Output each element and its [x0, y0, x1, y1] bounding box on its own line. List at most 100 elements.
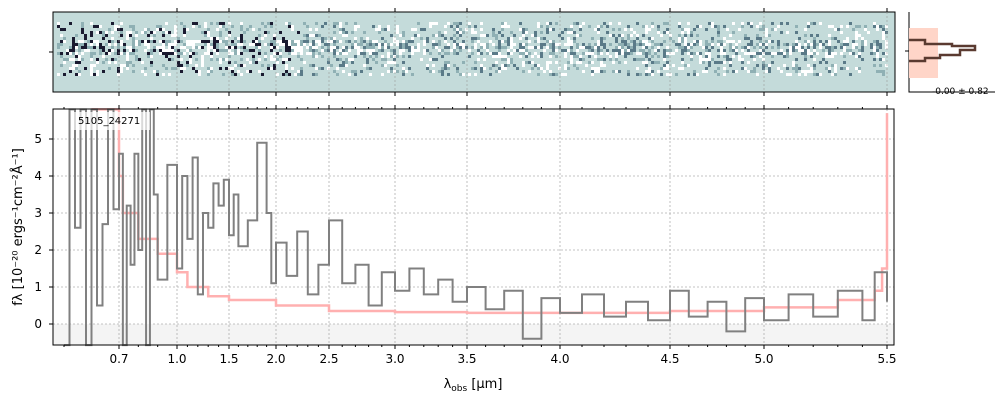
image-pixel [246, 70, 249, 73]
image-pixel [411, 28, 414, 31]
image-pixel [228, 31, 231, 34]
image-pixel [192, 67, 195, 70]
image-pixel [501, 25, 504, 28]
image-pixel [816, 43, 819, 46]
image-pixel [801, 46, 804, 49]
image-pixel [861, 46, 864, 49]
x-tick-label: 5.5 [877, 352, 896, 366]
image-pixel [72, 49, 75, 52]
image-pixel [279, 43, 282, 46]
image-pixel [162, 52, 165, 55]
image-pixel [834, 52, 837, 55]
image-pixel [333, 70, 336, 73]
image-pixel [390, 43, 393, 46]
image-pixel [342, 28, 345, 31]
image-pixel [651, 25, 654, 28]
image-pixel [483, 34, 486, 37]
image-pixel [147, 43, 150, 46]
image-pixel [270, 55, 273, 58]
image-pixel [300, 46, 303, 49]
image-pixel [237, 43, 240, 46]
image-pixel [129, 34, 132, 37]
image-pixel [465, 28, 468, 31]
image-pixel [339, 52, 342, 55]
image-pixel [402, 34, 405, 37]
image-pixel [366, 58, 369, 61]
image-pixel [717, 73, 720, 76]
image-pixel [651, 73, 654, 76]
image-pixel [858, 70, 861, 73]
image-pixel [477, 40, 480, 43]
image-pixel [816, 34, 819, 37]
image-pixel [192, 46, 195, 49]
image-pixel [225, 67, 228, 70]
image-pixel [240, 25, 243, 28]
image-pixel [258, 49, 261, 52]
image-pixel [156, 25, 159, 28]
image-pixel [879, 43, 882, 46]
image-pixel [828, 55, 831, 58]
image-pixel [822, 43, 825, 46]
image-pixel [363, 64, 366, 67]
image-pixel [585, 52, 588, 55]
image-pixel [555, 49, 558, 52]
image-pixel [471, 52, 474, 55]
image-pixel [288, 58, 291, 61]
image-pixel [756, 73, 759, 76]
image-pixel [414, 34, 417, 37]
image-pixel [489, 73, 492, 76]
image-pixel [177, 49, 180, 52]
image-pixel [549, 28, 552, 31]
image-pixel [546, 31, 549, 34]
image-pixel [525, 37, 528, 40]
image-pixel [306, 34, 309, 37]
image-pixel [225, 58, 228, 61]
image-pixel [591, 67, 594, 70]
image-pixel [264, 43, 267, 46]
image-pixel [285, 70, 288, 73]
image-pixel [258, 43, 261, 46]
image-pixel [672, 40, 675, 43]
image-pixel [171, 67, 174, 70]
image-pixel [786, 22, 789, 25]
image-pixel [870, 52, 873, 55]
image-pixel [666, 22, 669, 25]
image-pixel [813, 22, 816, 25]
image-pixel [255, 46, 258, 49]
image-pixel [507, 25, 510, 28]
image-pixel [78, 73, 81, 76]
image-pixel [261, 73, 264, 76]
image-pixel [723, 67, 726, 70]
image-pixel [591, 73, 594, 76]
image-pixel [747, 22, 750, 25]
image-pixel [180, 64, 183, 67]
image-pixel [90, 55, 93, 58]
image-pixel [90, 73, 93, 76]
image-pixel [690, 52, 693, 55]
image-pixel [201, 64, 204, 67]
image-pixel [219, 25, 222, 28]
image-pixel [501, 40, 504, 43]
image-pixel [354, 37, 357, 40]
image-pixel [117, 43, 120, 46]
image-pixel [714, 70, 717, 73]
image-pixel [567, 61, 570, 64]
image-pixel [498, 49, 501, 52]
image-pixel [843, 49, 846, 52]
image-pixel [561, 37, 564, 40]
image-pixel [858, 52, 861, 55]
image-pixel [564, 67, 567, 70]
image-pixel [789, 52, 792, 55]
image-pixel [567, 37, 570, 40]
image-pixel [423, 49, 426, 52]
image-pixel [711, 25, 714, 28]
image-pixel [804, 52, 807, 55]
image-pixel [618, 70, 621, 73]
image-pixel [873, 46, 876, 49]
image-pixel [459, 73, 462, 76]
image-pixel [336, 22, 339, 25]
image-pixel [846, 25, 849, 28]
image-pixel [870, 46, 873, 49]
image-pixel [795, 70, 798, 73]
image-pixel [588, 61, 591, 64]
